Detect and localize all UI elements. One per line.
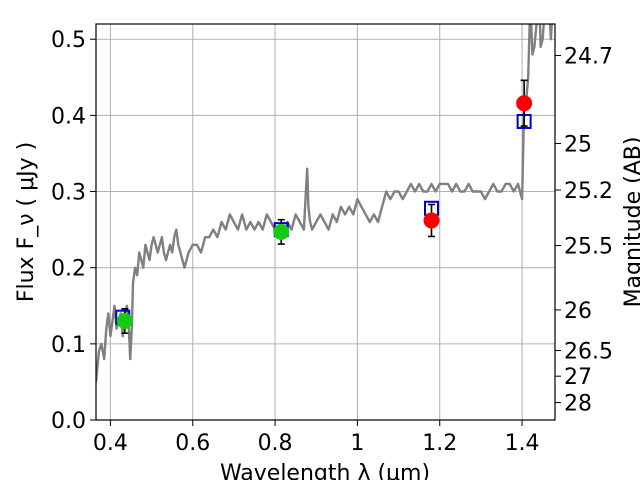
right-tick-label: 25.2 [564, 179, 613, 204]
x-tick-label: 1 [350, 431, 364, 456]
right-tick-label: 26.5 [564, 340, 613, 365]
right-tick-label: 28 [564, 392, 592, 417]
y-tick-label: 0.5 [51, 28, 86, 53]
right-tick-label: 25.5 [564, 235, 613, 260]
x-ticks: 0.4 0.6 0.8 1 1.2 1.4 [93, 420, 540, 456]
x-tick-label: 0.8 [258, 431, 293, 456]
x-axis-label: Wavelength λ (μm) [220, 461, 430, 480]
observed-point [273, 223, 290, 240]
spectrum-layer [96, 24, 553, 383]
y-tick-label: 0.3 [51, 181, 86, 206]
y-tick-label: 0.0 [51, 409, 86, 434]
right-tick-label: 24.7 [564, 45, 613, 70]
right-tick-label: 26 [564, 299, 592, 324]
y-tick-label: 0.4 [51, 104, 86, 129]
y-tick-label: 0.1 [51, 333, 86, 358]
right-tick-label: 25 [564, 133, 592, 158]
x-tick-label: 1.4 [505, 431, 540, 456]
observed-point [423, 212, 440, 229]
plot-frame [95, 23, 556, 421]
x-tick-label: 1.2 [422, 431, 457, 456]
x-tick-label: 0.4 [93, 431, 128, 456]
observed-point [116, 313, 133, 329]
spectrum-line [96, 24, 553, 383]
right-tick-label: 27 [564, 365, 592, 390]
observed-point [516, 95, 533, 112]
y-axis-label: Flux F_ν ( μJy ) [14, 142, 39, 302]
right-axis-label: Magnitude (AB) [621, 137, 640, 308]
y-ticks: 0.0 0.1 0.2 0.3 0.4 0.5 [51, 28, 96, 434]
y-tick-label: 0.2 [51, 257, 86, 282]
markers-layer [115, 79, 533, 334]
x-tick-label: 0.6 [175, 431, 210, 456]
